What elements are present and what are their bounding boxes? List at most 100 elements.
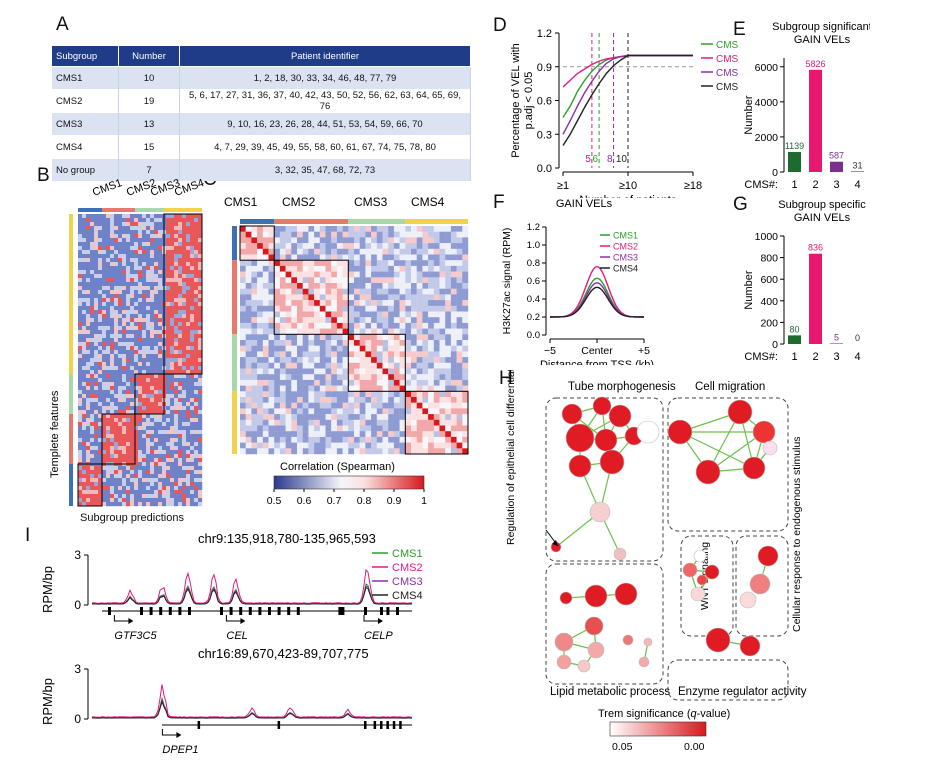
i-exon <box>258 607 262 615</box>
b-heatmap-cell <box>182 434 187 439</box>
c-matrix-cell <box>325 431 332 438</box>
c-matrix-cell <box>245 368 252 375</box>
b-heatmap-cell <box>178 442 183 447</box>
b-heatmap-cell <box>182 346 187 351</box>
b-heatmap-cell <box>174 334 179 339</box>
b-heatmap-cell <box>114 426 119 431</box>
b-heatmap-cell <box>110 410 115 415</box>
b-heatmap-cell <box>174 318 179 323</box>
b-heatmap-cell <box>170 418 175 423</box>
b-heatmap-cell <box>190 442 195 447</box>
b-heatmap-cell <box>126 318 131 323</box>
b-heatmap-cell <box>90 230 95 235</box>
b-heatmap-cell <box>86 490 91 495</box>
c-matrix-cell <box>411 254 417 261</box>
c-matrix-cell <box>433 334 440 341</box>
b-heatmap-cell <box>142 458 147 463</box>
b-heatmap-cell <box>86 378 91 383</box>
c-matrix-cell <box>399 300 406 306</box>
c-matrix-cell <box>365 277 372 284</box>
c-matrix-cell <box>399 294 406 301</box>
b-heatmap-cell <box>198 422 203 427</box>
b-heatmap-cell <box>134 434 139 439</box>
c-matrix-cell <box>285 260 292 267</box>
c-matrix-cell <box>331 357 338 363</box>
c-matrix-cell <box>240 328 246 335</box>
d-x-tick-label: ≥1 <box>557 180 569 192</box>
table-header-patients: Patient identifier <box>179 46 471 67</box>
c-matrix-cell <box>416 311 423 318</box>
c-matrix-cell <box>336 288 343 295</box>
c-matrix-cell <box>433 317 440 324</box>
b-heatmap-cell <box>130 242 135 247</box>
c-matrix-cell <box>428 226 434 232</box>
b-heatmap-cell <box>150 382 155 387</box>
c-matrix-cell <box>297 431 303 438</box>
b-heatmap-cell <box>166 406 171 411</box>
b-heatmap-cell <box>174 422 179 427</box>
c-matrix-cell <box>240 277 246 284</box>
c-matrix-cell <box>456 345 463 352</box>
b-heatmap-cell <box>110 234 115 239</box>
c-matrix-cell <box>274 305 281 312</box>
c-matrix-cell <box>382 237 389 244</box>
c-matrix-cell <box>433 397 440 403</box>
c-matrix-cell <box>262 322 269 329</box>
g-bar-value-label: 80 <box>789 324 799 334</box>
b-heatmap-cell <box>194 378 199 383</box>
b-heatmap-cell <box>98 314 103 319</box>
b-heatmap-cell <box>118 386 123 391</box>
b-heatmap-cell <box>190 430 195 435</box>
b-heatmap-cell <box>114 470 119 475</box>
i-exon <box>380 607 383 615</box>
b-heatmap-cell <box>186 446 191 451</box>
c-matrix-cell <box>462 368 469 375</box>
b-heatmap-cell <box>142 414 147 419</box>
b-heatmap-cell <box>98 218 103 223</box>
b-heatmap-cell <box>174 374 179 379</box>
b-heatmap-cell <box>90 266 95 271</box>
c-matrix-cell <box>274 374 281 381</box>
c-matrix-cell <box>388 436 395 443</box>
c-matrix-cell <box>393 448 400 455</box>
b-heatmap-cell <box>166 498 171 503</box>
b-heatmap-cell <box>114 330 119 335</box>
h-node <box>690 586 706 602</box>
c-matrix-cell <box>422 243 429 249</box>
b-heatmap-cell <box>154 498 159 503</box>
b-heatmap-cell <box>182 454 187 459</box>
c-group-label-cms4: CMS4 <box>411 195 445 209</box>
c-matrix-cell <box>399 277 406 284</box>
b-heatmap-cell <box>122 490 127 495</box>
c-matrix-cell <box>251 288 258 295</box>
b-heatmap-cell <box>90 282 95 287</box>
c-matrix-cell <box>405 425 412 432</box>
c-matrix-cell <box>257 425 263 432</box>
b-heatmap-cell <box>114 354 119 359</box>
b-heatmap-cell <box>98 310 103 315</box>
c-matrix-cell <box>274 425 281 432</box>
b-heatmap-cell <box>138 342 143 347</box>
b-heatmap-cell <box>194 494 199 499</box>
c-matrix-cell <box>399 271 406 278</box>
b-heatmap-cell <box>182 322 187 327</box>
d-x-tick-label: ≥10 <box>619 180 637 192</box>
b-heatmap-cell <box>98 410 103 415</box>
c-matrix-cell <box>274 226 281 232</box>
c-matrix-cell <box>411 243 417 249</box>
c-matrix-cell <box>382 340 389 346</box>
b-heatmap-cell <box>94 438 99 443</box>
c-matrix-cell <box>388 431 395 438</box>
c-matrix-cell <box>279 243 286 249</box>
b-heatmap-cell <box>198 358 203 363</box>
c-matrix-cell <box>365 260 372 267</box>
b-heatmap-cell <box>82 482 87 487</box>
c-matrix-cell <box>240 322 246 329</box>
c-matrix-cell <box>388 305 395 312</box>
b-heatmap-cell <box>122 502 127 507</box>
i-signal-lines <box>91 568 413 719</box>
c-matrix-cell <box>393 397 400 403</box>
c-matrix-cell <box>240 362 246 369</box>
b-heatmap-cell <box>94 254 99 259</box>
c-matrix-cell <box>240 345 246 352</box>
